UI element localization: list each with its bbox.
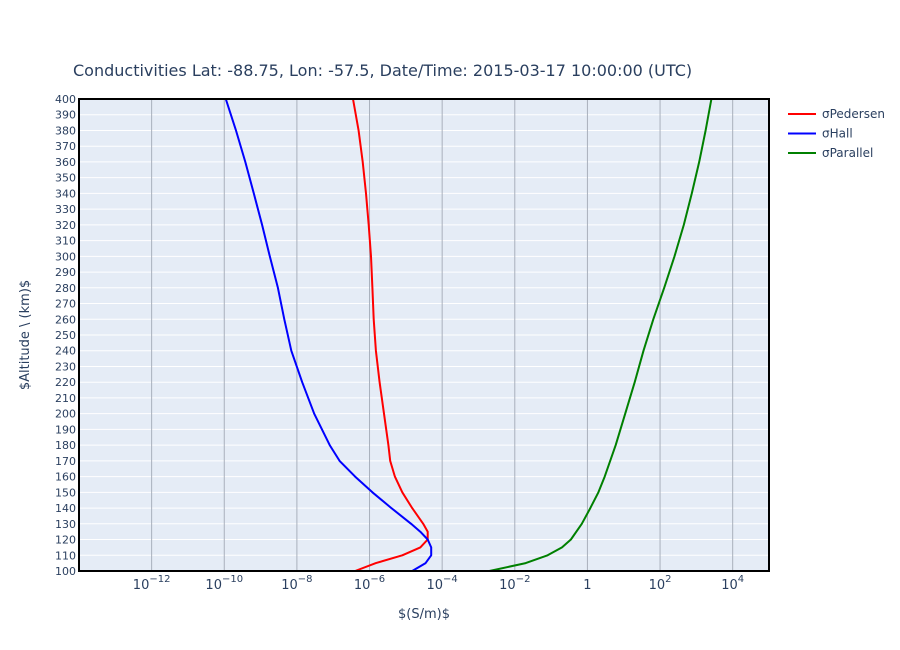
y-tick-label: 130 — [55, 518, 76, 531]
y-tick-label: 250 — [55, 329, 76, 342]
x-tick-label: 10−6 — [354, 574, 385, 593]
y-tick-label: 180 — [55, 439, 76, 452]
series-line-1 — [224, 98, 433, 572]
legend-label: σParallel — [822, 146, 873, 160]
y-tick-label: 110 — [55, 549, 76, 562]
y-tick-label: 390 — [55, 109, 76, 122]
x-axis-label: $(S/m)$ — [398, 607, 450, 622]
y-tick-label: 310 — [55, 235, 76, 248]
y-tick-label: 210 — [55, 392, 76, 405]
y-tick-label: 380 — [55, 124, 76, 137]
y-tick-label: 160 — [55, 471, 76, 484]
x-tick-label: 10−12 — [133, 574, 171, 593]
y-tick-label: 220 — [55, 376, 76, 389]
x-gridlines — [151, 99, 734, 571]
y-tick-label: 260 — [55, 313, 76, 326]
x-tick-label: 1 — [583, 578, 591, 593]
y-tick-label: 300 — [55, 250, 76, 263]
y-tick-label: 150 — [55, 486, 76, 499]
series-line-2 — [488, 98, 713, 572]
y-tick-label: 120 — [55, 534, 76, 547]
y-tick-label: 200 — [55, 408, 76, 421]
series-lines — [224, 98, 713, 572]
y-tick-label: 170 — [55, 455, 76, 468]
plot-frame — [78, 98, 770, 572]
y-tick-label: 100 — [55, 565, 76, 578]
x-tick-label: 104 — [721, 574, 744, 593]
y-gridlines — [79, 98, 769, 572]
y-tick-label: 140 — [55, 502, 76, 515]
legend-label: σPedersen — [822, 107, 885, 121]
y-tick-label: 340 — [55, 187, 76, 200]
y-tick-label: 270 — [55, 298, 76, 311]
x-tick-label: 10−2 — [499, 574, 530, 593]
y-tick-label: 190 — [55, 423, 76, 436]
x-tick-label: 102 — [649, 574, 672, 593]
y-axis-label: $Altitude \ (km)$ — [18, 280, 33, 390]
y-tick-label: 360 — [55, 156, 76, 169]
y-tick-label: 230 — [55, 360, 76, 373]
x-tick-label: 10−8 — [281, 574, 312, 593]
series-line-0 — [352, 98, 429, 572]
y-tick-label: 320 — [55, 219, 76, 232]
y-tick-labels: 100 110 120 130 140 150 160 170 180 190 200 210 220 2… — [55, 93, 76, 578]
y-tick-label: 400 — [55, 93, 76, 106]
y-tick-label: 350 — [55, 172, 76, 185]
legend-label: σHall — [822, 127, 853, 141]
y-tick-label: 330 — [55, 203, 76, 216]
x-tick-label: 10−10 — [205, 574, 243, 593]
legend: σPedersen σHall σParallel — [788, 107, 885, 160]
y-tick-label: 280 — [55, 282, 76, 295]
y-tick-label: 290 — [55, 266, 76, 279]
y-tick-label: 240 — [55, 345, 76, 358]
x-tick-label: 10−4 — [427, 574, 458, 593]
chart-title: Conductivities Lat: -88.75, Lon: -57.5, … — [73, 61, 692, 80]
x-tick-labels: 10−12 10−10 10−8 10−6 10−4 10−2 1 102 104 — [133, 574, 744, 593]
y-tick-label: 370 — [55, 140, 76, 153]
